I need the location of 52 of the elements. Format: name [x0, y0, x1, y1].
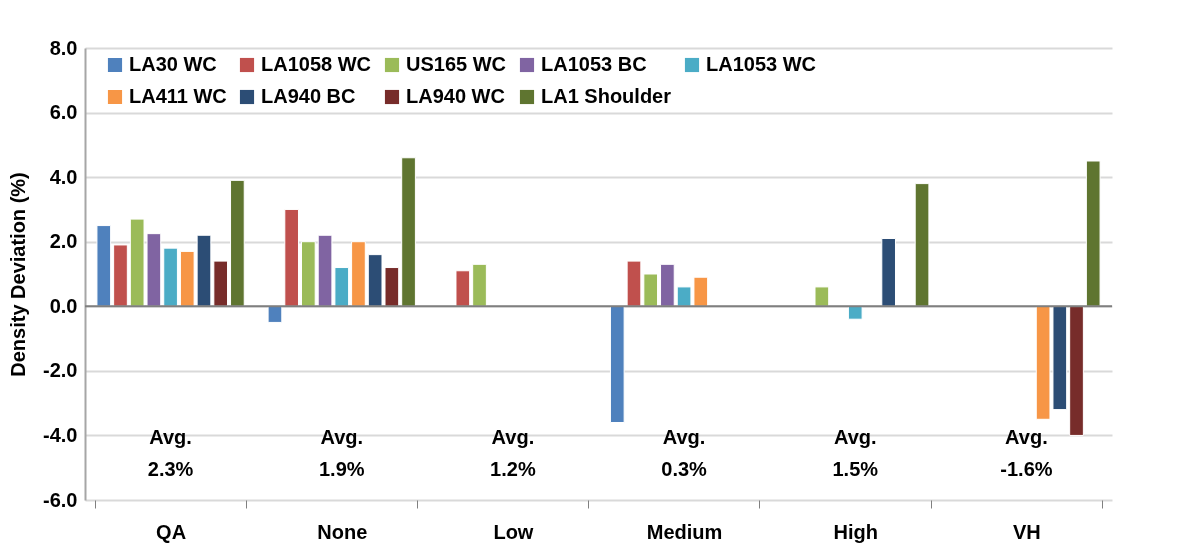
bar [455, 270, 471, 307]
bar [351, 241, 366, 307]
legend-label: LA1053 BC [541, 53, 647, 75]
annotation: Avg. 1.2% [490, 426, 536, 480]
bar [113, 244, 128, 307]
bar [230, 179, 245, 307]
x-tick-label: Low [493, 520, 534, 543]
x-tick-label: VH [1013, 520, 1041, 543]
bar [96, 225, 112, 307]
x-tick-label: QA [156, 520, 187, 543]
annotation: Avg. 1.9% [318, 426, 365, 480]
legend-label: LA940 BC [261, 85, 356, 107]
bar [609, 305, 625, 424]
legend-label: LA30 WC [129, 53, 217, 75]
bar [301, 241, 316, 307]
y-tick-label: -6.0 [43, 488, 78, 511]
y-tick-label: 4.0 [49, 165, 78, 188]
y-tick-label: 0.0 [49, 294, 78, 317]
legend-label: LA1058 WC [261, 53, 372, 75]
y-tick-label: 8.0 [49, 36, 78, 59]
bar [267, 305, 283, 323]
bar [472, 263, 487, 307]
bar [213, 260, 229, 307]
x-tick-label: None [317, 520, 368, 543]
bar [914, 183, 930, 307]
bar [401, 157, 416, 307]
y-tick-label: -4.0 [43, 423, 78, 446]
bar [1085, 160, 1101, 307]
bar [814, 286, 830, 307]
bar [626, 260, 642, 307]
y-tick-label: 2.0 [49, 230, 78, 253]
bar [881, 237, 896, 307]
legend-label: LA1053 WC [706, 53, 817, 75]
legend-label: LA1 Shoulder [541, 85, 672, 107]
bar [163, 247, 178, 307]
y-tick-label: -2.0 [43, 359, 78, 382]
bar [643, 273, 659, 307]
annotation: Avg. 2.3% [147, 426, 194, 480]
legend-label: LA411 WC [129, 85, 227, 107]
bar [284, 208, 299, 307]
bar [847, 305, 863, 320]
annotation: Avg. -1.6% [1000, 426, 1053, 480]
annotation: Avg. 0.3% [661, 426, 708, 480]
annotation: Avg. 1.5% [832, 426, 879, 480]
x-tick-label: High [833, 520, 878, 543]
bar [660, 263, 675, 307]
bar [1069, 305, 1084, 436]
y-axis-title: Density Deviation (%) [7, 172, 30, 377]
y-tick-label: 6.0 [49, 101, 78, 124]
x-tick-label: Medium [646, 520, 723, 543]
legend-label: LA940 WC [406, 85, 505, 107]
legend-label: US165 WC [406, 53, 507, 75]
